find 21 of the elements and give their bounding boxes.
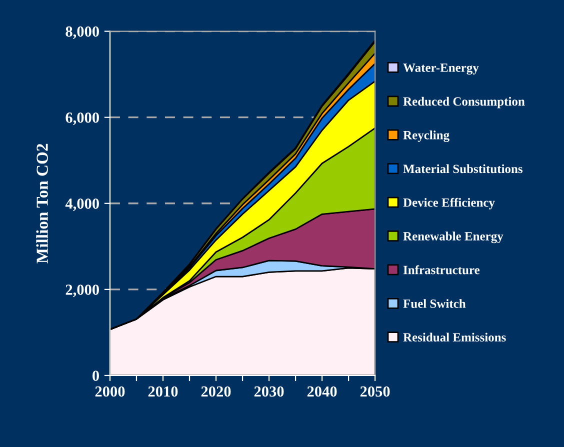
legend-label: Infrastructure <box>403 265 480 274</box>
x-tick-label: 2000 <box>95 386 125 397</box>
y-axis-title: Million Ton CO2 <box>36 144 48 264</box>
x-tick-label: 2010 <box>148 386 178 397</box>
legend-label: Material Substitutions <box>403 164 523 174</box>
y-tick-label: 4,000 <box>65 198 99 212</box>
legend-label: Residual Emissions <box>403 332 506 342</box>
legend-label: Device Efficiency <box>403 198 495 210</box>
y-tick-label: 6,000 <box>66 112 99 126</box>
legend-label: Water-Energy <box>403 64 479 75</box>
y-tick-label: 0 <box>92 370 99 381</box>
legend-label: Reduced Consumption <box>403 96 525 108</box>
legend-label: Fuel Switch <box>403 299 466 308</box>
y-tick-label: 8,000 <box>66 26 99 39</box>
legend-label: Reycling <box>403 130 450 142</box>
legend-label: Renewable Energy <box>403 232 504 244</box>
y-tick-label: 2,000 <box>66 284 99 298</box>
x-tick-label: 2030 <box>254 386 284 397</box>
x-tick-label: 2050 <box>360 386 390 397</box>
x-tick-label: 2020 <box>201 386 231 397</box>
x-tick-label: 2040 <box>307 386 337 397</box>
